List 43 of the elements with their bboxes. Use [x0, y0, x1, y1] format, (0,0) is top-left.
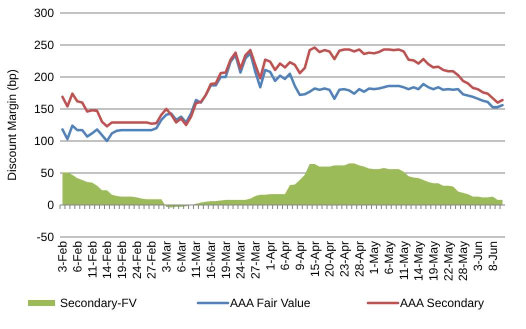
y-tick-label: 150 — [34, 102, 54, 116]
x-tick-label: 19-Mar — [218, 241, 233, 280]
y-axis-title: Discount Margin (bp) — [5, 69, 19, 181]
x-tick-label: 1-Apr — [263, 240, 278, 270]
x-tick-label: 14-Feb — [100, 240, 114, 280]
y-tick-label: 0 — [47, 198, 54, 212]
x-tick-label: 19-Feb — [115, 240, 130, 280]
x-tick-label: 22-May — [441, 241, 456, 282]
x-tick-label: 3-Jun — [471, 241, 486, 272]
legend-label: AAA Secondary — [400, 296, 484, 310]
x-tick-label: 24-Mar — [234, 241, 248, 280]
x-tick-label: 28-Apr — [352, 241, 366, 278]
x-tick-label: 11-Feb — [85, 240, 100, 278]
x-tick-label: 6-Feb — [70, 240, 85, 272]
y-tick-label: 50 — [40, 166, 54, 180]
x-tick-label: 3-Mar — [160, 241, 174, 272]
y-tick-label: 200 — [34, 70, 54, 84]
x-tick-label: 15-Apr — [308, 241, 322, 278]
x-tick-label: 11-Mar — [189, 241, 204, 278]
x-tick-label: 6-Mar — [174, 241, 188, 272]
x-tick-label: 11-May — [396, 241, 411, 280]
x-tick-label: 8-Jun — [486, 241, 500, 272]
x-tick-label: 27-Mar — [248, 241, 263, 280]
x-tick-label: 16-Mar — [204, 241, 218, 280]
x-tick-label: 9-Apr — [293, 240, 308, 270]
x-tick-label: 27-Feb — [144, 240, 159, 280]
x-tick-label: 23-Apr — [338, 241, 352, 278]
legend-label: AAA Fair Value — [230, 296, 311, 310]
line-series — [61, 46, 504, 128]
x-tick-label: 1-May — [367, 241, 382, 274]
x-tick-label: 14-May — [412, 241, 426, 282]
y-tick-label: 250 — [34, 38, 54, 52]
x-tick-label: 24-Feb — [130, 240, 144, 280]
x-tick-label: 6-May — [382, 241, 396, 274]
legend-label: Secondary-FV — [60, 296, 137, 310]
x-tick-label: 19-May — [426, 241, 441, 282]
y-tick-label: 100 — [34, 134, 54, 148]
y-tick-label: 300 — [34, 6, 54, 20]
x-tick-label: 20-Apr — [322, 241, 337, 278]
x-tick-label: 28-May — [456, 241, 470, 282]
x-tick-label: 6-Apr — [278, 240, 292, 270]
x-tick-label: 3-Feb — [56, 240, 70, 272]
y-tick-label: -50 — [36, 230, 54, 244]
